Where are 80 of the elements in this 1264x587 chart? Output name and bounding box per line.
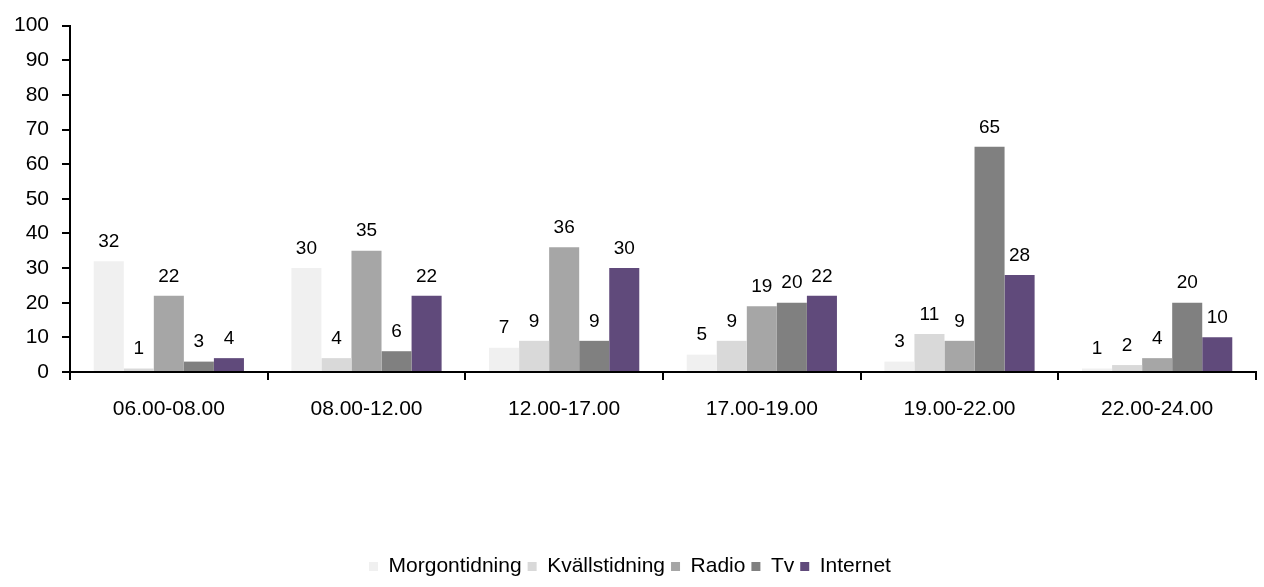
bar <box>609 268 640 371</box>
legend-label: Internet <box>819 553 892 577</box>
y-tick-label: 30 <box>25 254 49 278</box>
data-label: 2 <box>1121 333 1133 355</box>
legend-label: Tv <box>770 553 795 577</box>
bar <box>321 358 352 371</box>
bar <box>213 358 244 371</box>
data-label: 4 <box>331 326 343 348</box>
y-tick-label: 0 <box>37 358 49 382</box>
bar <box>806 295 837 371</box>
data-label: 3 <box>193 330 205 352</box>
data-label: 9 <box>726 309 738 331</box>
legend-label: Radio <box>690 553 746 577</box>
bar <box>944 340 975 371</box>
bar <box>1202 337 1233 371</box>
y-tick-label: 90 <box>25 47 49 71</box>
x-tick-label: 06.00-08.00 <box>112 396 225 420</box>
y-tick-label: 80 <box>25 81 49 105</box>
data-label: 4 <box>223 326 235 348</box>
data-label: 1 <box>1091 337 1103 359</box>
bar <box>746 306 777 371</box>
y-tick-label: 20 <box>25 289 49 313</box>
x-tick-label: 22.00-24.00 <box>1101 396 1214 420</box>
data-label: 11 <box>919 302 940 324</box>
bar <box>519 340 550 371</box>
bar <box>381 351 412 371</box>
bar <box>93 261 124 371</box>
data-label: 4 <box>1151 326 1163 348</box>
data-label: 22 <box>158 264 180 286</box>
bar <box>351 250 382 371</box>
x-tick-label: 12.00-17.00 <box>508 396 621 420</box>
data-label: 22 <box>416 264 438 286</box>
data-label: 28 <box>1009 243 1031 265</box>
data-label: 9 <box>588 309 600 331</box>
bar <box>489 347 520 371</box>
data-label: 6 <box>391 319 402 341</box>
bar <box>411 295 442 371</box>
bar <box>1172 302 1203 371</box>
y-tick-label: 100 <box>13 12 49 36</box>
bar <box>1142 358 1173 371</box>
y-tick-label: 40 <box>25 220 49 244</box>
bar <box>579 340 610 371</box>
x-tick-label: 17.00-19.00 <box>705 396 818 420</box>
data-label: 65 <box>978 115 1001 137</box>
bar <box>291 268 322 371</box>
data-label: 3 <box>894 330 905 352</box>
bar <box>549 247 580 371</box>
data-label: 1 <box>133 337 145 359</box>
data-label: 30 <box>613 236 635 258</box>
bar <box>153 295 184 371</box>
bar <box>1112 365 1143 371</box>
data-label: 32 <box>98 229 120 251</box>
data-label: 35 <box>355 219 378 241</box>
data-label: 20 <box>781 271 803 293</box>
data-label: 5 <box>696 323 708 345</box>
bar <box>914 333 945 371</box>
bar <box>686 354 717 371</box>
bar <box>884 361 915 371</box>
x-tick-label: 19.00-22.00 <box>903 396 1016 420</box>
y-tick-label: 50 <box>25 185 49 209</box>
x-tick-label: 08.00-12.00 <box>310 396 423 420</box>
data-label: 7 <box>498 316 510 338</box>
bar <box>1004 275 1035 371</box>
data-label: 9 <box>528 309 540 331</box>
y-tick-label: 10 <box>25 324 49 348</box>
data-label: 10 <box>1206 306 1228 328</box>
bar <box>776 302 807 371</box>
legend-label: Morgontidning <box>388 553 522 577</box>
y-tick-label: 60 <box>25 150 49 174</box>
data-label: 9 <box>954 309 965 331</box>
data-label: 36 <box>553 216 575 238</box>
legend-label: Kvällstidning <box>547 553 666 577</box>
bar <box>183 361 214 371</box>
data-label: 30 <box>295 236 317 258</box>
y-tick-label: 70 <box>25 116 49 140</box>
data-label: 19 <box>751 274 773 296</box>
bar <box>716 340 747 371</box>
data-label: 20 <box>1176 271 1198 293</box>
data-label: 22 <box>811 264 833 286</box>
bar <box>974 146 1005 371</box>
